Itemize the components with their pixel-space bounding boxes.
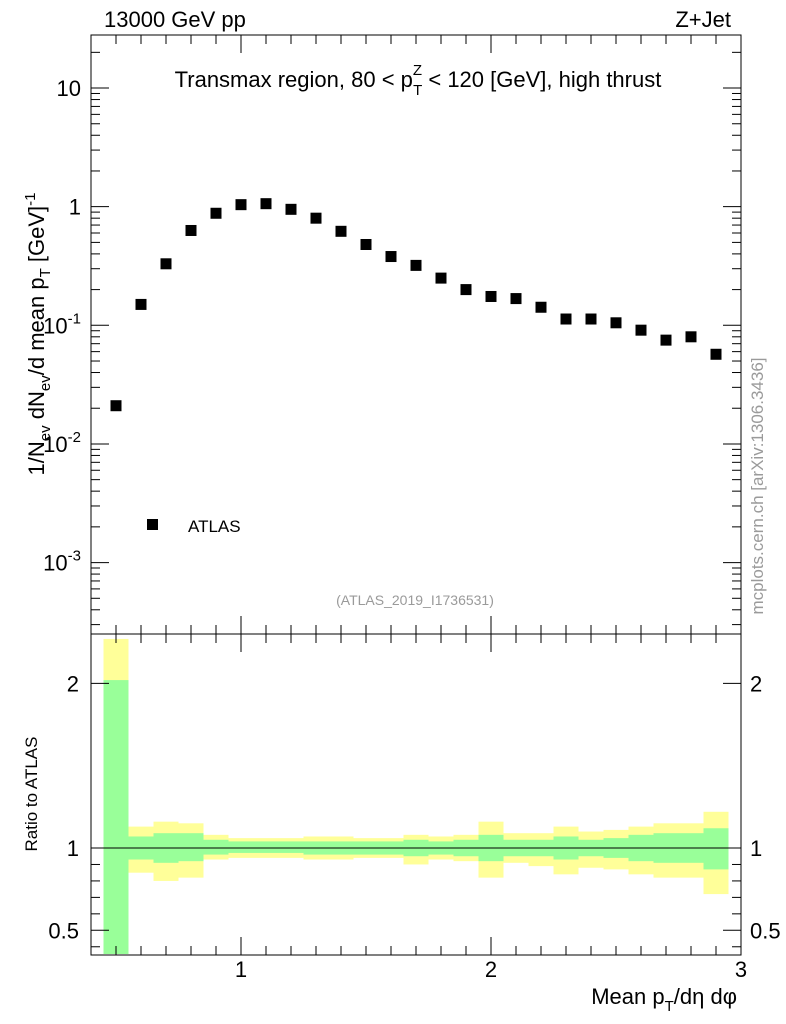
ratio-y-tick-label-right: 2 <box>750 671 762 696</box>
data-point <box>435 272 447 284</box>
ylabel-p3: /d mean p <box>24 277 49 375</box>
data-point <box>535 301 547 313</box>
ylabel-p1: 1/N <box>24 441 49 475</box>
tick-exponent: -3 <box>68 548 81 565</box>
stat-band-bin <box>103 680 129 954</box>
header-right: Z+Jet <box>675 7 731 32</box>
main-y-tick-label: 1 <box>69 195 81 220</box>
plot-title-suffix: < 120 [GeV], high thrust <box>422 67 661 92</box>
ylabel-s1: ev <box>37 425 54 441</box>
ylabel-p2: dN <box>24 391 49 425</box>
legend-marker <box>147 519 158 530</box>
analysis-id: (ATLAS_2019_I1736531) <box>336 592 494 608</box>
ylabel-sup: -1 <box>22 193 39 206</box>
tick-base: 10 <box>43 551 67 576</box>
stat-band-bin <box>178 833 204 862</box>
tick-base: 10 <box>43 432 67 457</box>
ylabel-p4: [GeV] <box>24 206 49 268</box>
stat-band-bin <box>703 828 729 870</box>
data-point <box>485 290 497 302</box>
ratio-y-axis-label: Ratio to ATLAS <box>22 737 41 852</box>
stat-band-bin <box>278 841 304 853</box>
side-label: mcplots.cern.ch [arXiv:1306.3436] <box>748 357 767 614</box>
ylabel-s3: T <box>37 268 54 277</box>
legend-label: ATLAS <box>188 517 241 536</box>
x-tick-label: 3 <box>735 957 747 982</box>
ratio-bands <box>103 638 729 954</box>
x-tick-label: 2 <box>485 957 497 982</box>
tick-base: 10 <box>43 313 67 338</box>
data-point <box>235 199 247 211</box>
ratio-y-tick-label-right: 1 <box>750 836 762 861</box>
data-point <box>260 198 272 210</box>
data-point <box>610 317 622 329</box>
ratio-y-tick-label-left: 1 <box>67 836 79 861</box>
ratio-y-tick-label-right: 0.5 <box>750 918 781 943</box>
main-y-tick-label: 10-3 <box>43 548 81 576</box>
ratio-y-tick-label-left: 0.5 <box>48 918 79 943</box>
data-point <box>360 238 372 250</box>
x-axis-label: Mean pT/dη dφ <box>591 984 737 1015</box>
plot-title: Transmax region, 80 < pZ T < 120 [GeV], h… <box>175 62 662 99</box>
stat-band-bin <box>228 841 254 853</box>
data-point <box>185 224 197 236</box>
plot-title-sub: T <box>413 82 422 99</box>
header-left: 13000 GeV pp <box>104 7 246 32</box>
plot-title-sup: Z <box>413 62 422 79</box>
data-point <box>385 251 397 263</box>
data-point <box>560 313 572 325</box>
tick-exponent: -1 <box>68 310 81 327</box>
data-point <box>710 348 722 360</box>
main-y-tick-label: 10-1 <box>43 310 81 338</box>
main-y-tick-label: 10-2 <box>43 429 81 457</box>
data-point <box>310 212 322 224</box>
data-point <box>635 324 647 336</box>
xlabel-sub: T <box>665 998 674 1015</box>
xlabel-p2: /dη dφ <box>674 984 737 1009</box>
ylabel-s2: ev <box>37 375 54 391</box>
plot-title-prefix: Transmax region, 80 < p <box>175 67 413 92</box>
stat-band-bin <box>203 839 229 855</box>
data-point <box>510 293 522 305</box>
data-point <box>285 203 297 215</box>
main-y-axis-label: 1/Nev dNev/d mean pT [GeV]-1 <box>22 193 54 476</box>
data-point <box>160 258 172 270</box>
x-ticks: 1 2 3 <box>90 35 747 982</box>
data-point <box>585 313 597 325</box>
data-point <box>660 334 672 346</box>
main-y-tick-label: 10 <box>57 76 81 101</box>
data-point <box>410 259 422 271</box>
data-point <box>135 298 147 310</box>
tick-base: 1 <box>69 195 81 220</box>
data-point <box>210 207 222 219</box>
ratio-y-tick-label-left: 2 <box>67 671 79 696</box>
xlabel-p1: Mean p <box>591 984 664 1009</box>
x-tick-label: 1 <box>235 957 247 982</box>
data-points <box>110 198 722 412</box>
stat-band-bin <box>253 841 279 853</box>
data-point <box>335 225 347 237</box>
data-point <box>460 284 472 296</box>
tick-exponent: -2 <box>68 429 81 446</box>
ratio-y-ticks: 0.5 0.5 1 1 2 2 <box>48 671 781 948</box>
ratio-plot-frame <box>90 633 742 956</box>
data-point <box>110 400 122 412</box>
data-point <box>685 331 697 343</box>
tick-base: 10 <box>57 76 81 101</box>
